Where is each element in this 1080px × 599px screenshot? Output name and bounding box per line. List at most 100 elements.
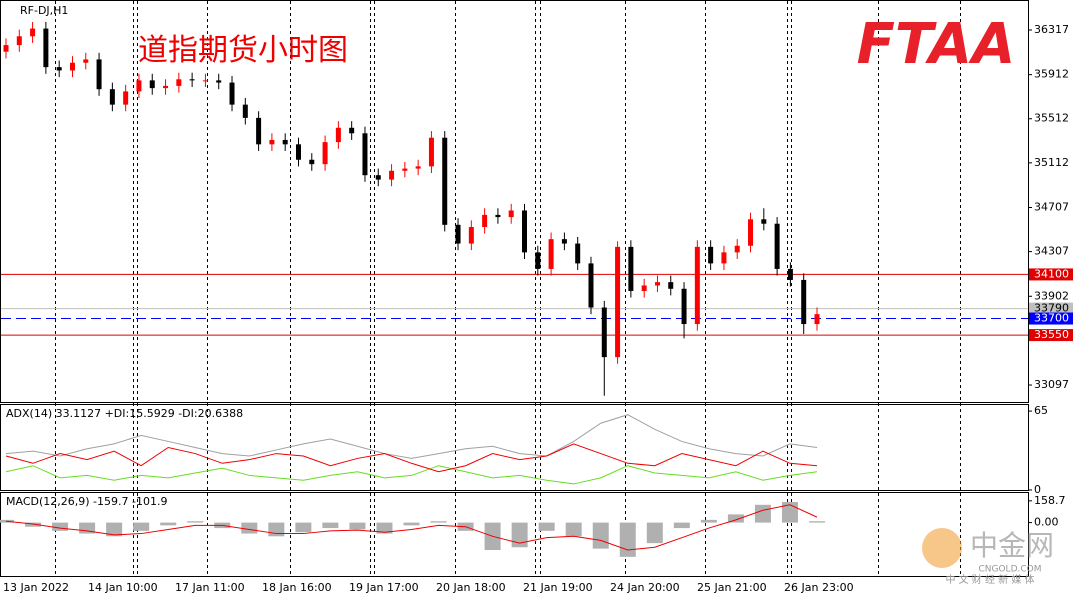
candle-body [202, 80, 208, 82]
candle-body [721, 252, 727, 264]
candle-body [123, 91, 129, 105]
main-frame [0, 0, 1029, 403]
candle-body [601, 307, 607, 358]
candle-body [83, 59, 89, 63]
candle-body [761, 219, 767, 224]
candle-body [801, 279, 807, 325]
candle-body [654, 282, 660, 286]
candle-body [575, 243, 581, 264]
candle-body [708, 246, 714, 264]
candle-body [216, 80, 222, 83]
candle-body [362, 133, 368, 176]
y-tick-label: 0.00 [1034, 516, 1059, 529]
candle-body [482, 214, 488, 228]
candle-body [694, 246, 700, 325]
candle-body [229, 82, 235, 105]
candle-body [69, 62, 75, 71]
candle-body [548, 239, 554, 269]
candle-body [256, 117, 262, 145]
candle-body [136, 80, 142, 92]
macd-title: MACD(12,26,9) -159.7 -101.9 [6, 495, 167, 508]
indicator-line [5, 465, 818, 485]
candle-body [3, 45, 9, 52]
level-label-bg [1029, 302, 1073, 315]
x-tick-label: 14 Jan 10:00 [88, 581, 158, 594]
macd-bar [619, 522, 636, 557]
y-tick-label: 0 [1034, 483, 1041, 496]
candle-body [16, 36, 22, 46]
level-label-bg [1029, 268, 1073, 281]
macd-frame [0, 492, 1029, 577]
macd-bar [52, 522, 69, 531]
vertical-grid [55, 1, 961, 576]
candle-body [295, 144, 301, 160]
y-tick-label: 35512 [1034, 112, 1069, 125]
chart-subtitle: 道指期货小时图 [138, 33, 348, 68]
candle-body [668, 282, 674, 289]
logo: FTAA [857, 12, 1016, 77]
macd-bar [565, 522, 582, 537]
candle-body [189, 79, 195, 81]
macd-bar [754, 504, 771, 523]
macd-bar [79, 522, 96, 534]
candle-body [109, 89, 115, 105]
level-label: 33700 [1034, 312, 1069, 325]
y-tick-label: 34307 [1034, 245, 1069, 258]
candle-body [96, 59, 102, 90]
macd-bar [646, 522, 663, 544]
candle-body [615, 246, 621, 358]
candle-body [535, 252, 541, 269]
macd-bar [592, 522, 609, 549]
level-label: 34100 [1034, 267, 1069, 280]
signal-line [5, 504, 818, 551]
candle-body [442, 137, 448, 225]
y-tick-label: 33902 [1034, 289, 1069, 302]
x-tick-label: 24 Jan 20:00 [610, 581, 680, 594]
candle-body [428, 137, 434, 167]
candle-body [787, 268, 793, 280]
x-tick-label: 26 Jan 23:00 [784, 581, 854, 594]
candle-body [349, 127, 355, 134]
y-tick-label: 158.7 [1034, 494, 1066, 507]
candle-body [681, 288, 687, 325]
candle-body [43, 28, 49, 68]
macd-bar [268, 522, 285, 537]
macd-bar [511, 522, 528, 548]
candle-body [389, 170, 395, 180]
candle-body [734, 245, 740, 253]
watermark-slogan: 中 文 财 经 新 媒 体 [945, 573, 1034, 586]
candle-body [309, 159, 315, 165]
macd-bar [241, 522, 258, 534]
y-tick-label: 65 [1034, 404, 1048, 417]
x-tick-label: 19 Jan 17:00 [349, 581, 419, 594]
level-label: 33550 [1034, 328, 1069, 341]
macd-bar [322, 522, 339, 529]
macd-bar [727, 514, 744, 523]
indicator-line [5, 414, 818, 459]
level-label-bg [1029, 329, 1073, 342]
candle-body [163, 85, 169, 89]
macd-bar [160, 522, 177, 526]
level-label: 33790 [1034, 302, 1069, 315]
candle-body [176, 79, 182, 86]
candle-body [402, 168, 408, 171]
candle-body [641, 285, 647, 291]
x-tick-label: 13 Jan 2022 [3, 581, 69, 594]
macd-bar [781, 502, 798, 523]
candle-body [495, 214, 501, 218]
macd-bar [673, 522, 690, 529]
y-tick-label: 34707 [1034, 201, 1069, 214]
watermark-name: 中金网 [970, 529, 1054, 562]
candle-body [508, 210, 514, 218]
x-tick-label: 18 Jan 16:00 [262, 581, 332, 594]
watermark-icon [922, 528, 962, 568]
candle-body [455, 224, 461, 244]
macd-bar [187, 521, 204, 523]
candle-body [242, 104, 248, 118]
macd-bar [106, 522, 123, 537]
candle-body [561, 239, 567, 244]
candle-body [282, 139, 288, 145]
macd-bar [25, 522, 42, 527]
macd-bar [376, 522, 393, 534]
